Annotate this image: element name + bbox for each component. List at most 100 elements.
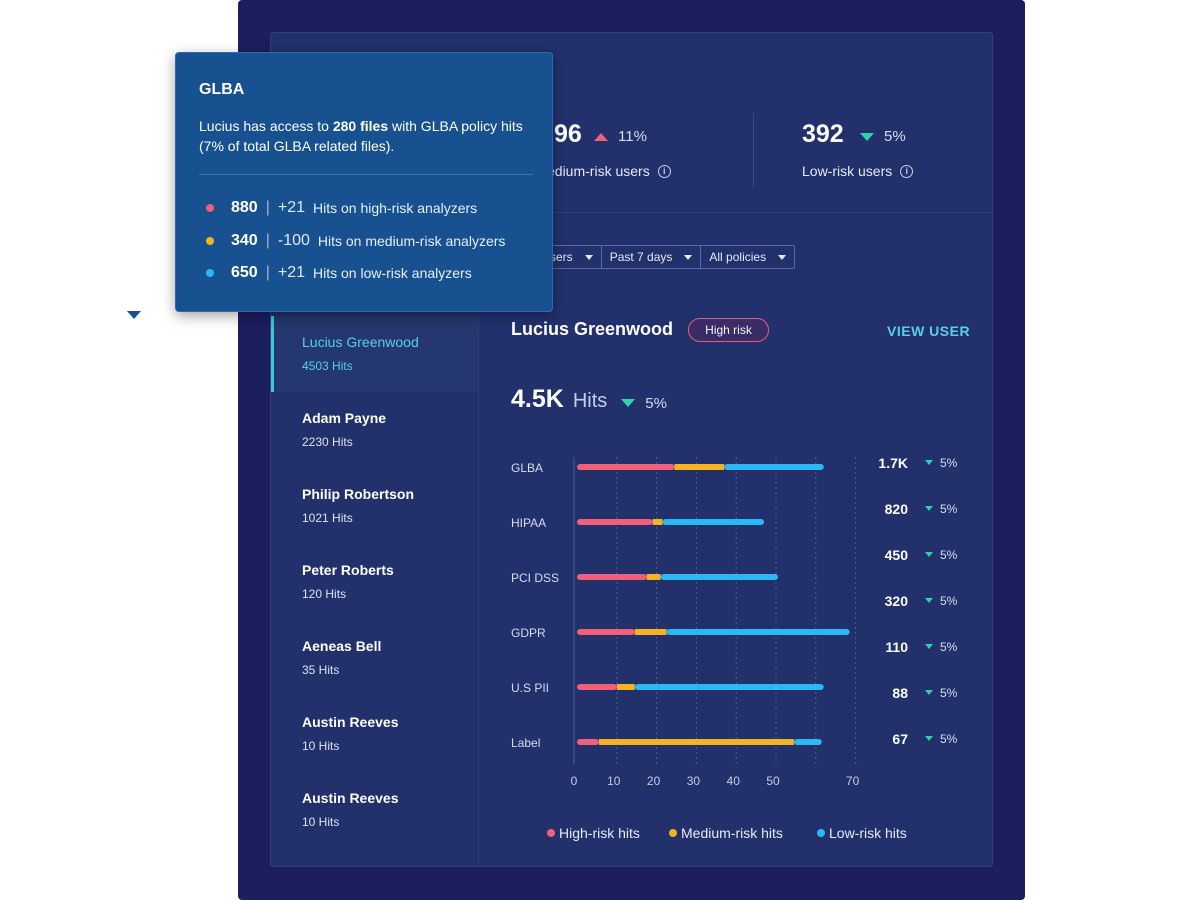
category-total: 67: [892, 731, 908, 747]
user-list: Lucius Greenwood 4503 Hits Adam Payne 22…: [271, 316, 479, 866]
risk-badge: High risk: [688, 318, 769, 342]
y-category-label: GLBA: [511, 461, 543, 475]
bar-segment: [674, 464, 725, 470]
bar-segment: [646, 574, 661, 580]
tooltip-pointer: [127, 311, 141, 319]
category-total: 1.7K: [878, 455, 908, 471]
tooltip-row-medium: 340 | -100 Hits on medium-risk analyzers: [206, 232, 505, 250]
x-tick-label: 10: [607, 774, 621, 788]
chevron-down-icon: [684, 254, 693, 260]
user-list-item[interactable]: Philip Robertson 1021 Hits: [302, 486, 414, 525]
category-change: 5%: [940, 456, 958, 470]
y-category-label: Label: [511, 736, 540, 750]
bar-segment: [577, 629, 635, 635]
tooltip-row-high: 880 | +21 Hits on high-risk analyzers: [206, 199, 477, 217]
bar-segment: [577, 574, 647, 580]
high-risk-dot-icon: [206, 204, 214, 212]
user-list-item[interactable]: Lucius Greenwood 4503 Hits: [271, 316, 478, 392]
medium-risk-count: 96: [554, 120, 582, 148]
y-category-label: U.S PII: [511, 681, 549, 695]
user-list-item[interactable]: Peter Roberts 120 Hits: [302, 562, 394, 601]
category-change: 5%: [940, 640, 958, 654]
x-tick-label: 50: [766, 774, 780, 788]
bar-segment: [666, 629, 850, 635]
bar-segment: [634, 629, 667, 635]
low-risk-dot-icon: [206, 269, 214, 277]
info-icon[interactable]: i: [657, 164, 671, 178]
trend-down-icon: [860, 132, 874, 141]
bar-segment: [616, 684, 635, 690]
tooltip-title: GLBA: [199, 81, 245, 98]
user-list-item[interactable]: Adam Payne 2230 Hits: [302, 410, 387, 449]
legend-dot-icon: [547, 829, 555, 837]
low-risk-label: Low-risk users i: [802, 163, 914, 179]
trend-down-icon: [925, 644, 933, 649]
total-hits-label: Hits: [572, 390, 608, 412]
x-tick-label: 40: [727, 774, 741, 788]
total-hits-change: 5%: [621, 395, 667, 412]
bar-segment: [662, 519, 765, 525]
total-hits-value: 4.5K: [511, 385, 564, 413]
user-list-item[interactable]: Austin Reeves 10 Hits: [302, 714, 399, 753]
category-change: 5%: [940, 502, 958, 516]
chevron-down-icon: [584, 254, 593, 260]
policy-filter[interactable]: All policies: [701, 246, 794, 268]
user-list-item[interactable]: Austin Reeves 10 Hits: [302, 790, 399, 829]
medium-risk-label: edium-risk users i: [547, 163, 671, 179]
view-user-link[interactable]: VIEW USER: [887, 323, 971, 339]
category-total: 450: [885, 547, 909, 563]
tooltip-row-low: 650 | +21 Hits on low-risk analyzers: [206, 264, 472, 282]
bar-segment: [577, 739, 599, 745]
category-change: 5%: [940, 594, 958, 608]
trend-down-icon: [925, 460, 933, 465]
bar-segment: [652, 519, 663, 525]
bar-segment: [577, 519, 653, 525]
bar-segment: [577, 464, 675, 470]
category-total: 820: [885, 501, 909, 517]
info-icon[interactable]: i: [900, 164, 914, 178]
legend-dot-icon: [817, 829, 825, 837]
legend-label: Low-risk hits: [829, 825, 907, 841]
policy-tooltip: GLBA Lucius has access to 280 files with…: [175, 52, 553, 312]
x-tick-label: 20: [647, 774, 661, 788]
trend-down-icon: [925, 598, 933, 603]
legend-dot-icon: [669, 829, 677, 837]
category-change: 5%: [940, 548, 958, 562]
bar-segment: [660, 574, 778, 580]
medium-risk-change: 11%: [594, 128, 647, 145]
period-filter[interactable]: Past 7 days: [602, 246, 702, 268]
y-category-label: GDPR: [511, 626, 546, 640]
selected-user-name: Lucius Greenwood: [511, 319, 674, 339]
policy-hits-chart: 0 10 20 30 40 50 70 GLBA HIPAA PCI DSS GDPR U.S PII…: [511, 455, 958, 841]
y-category-label: PCI DSS: [511, 571, 559, 585]
category-total: 88: [892, 685, 908, 701]
y-category-label: HIPAA: [511, 516, 546, 530]
trend-down-icon: [621, 399, 636, 407]
bar-segment: [634, 684, 824, 690]
bar-segment: [793, 739, 822, 745]
trend-down-icon: [925, 552, 933, 557]
bar-segment: [598, 739, 794, 745]
bar-segment: [724, 464, 824, 470]
tooltip-description: Lucius has access to 280 files with GLBA…: [199, 118, 523, 154]
category-change: 5%: [940, 686, 958, 700]
user-list-item[interactable]: Aeneas Bell 35 Hits: [302, 638, 382, 677]
category-change: 5%: [940, 732, 958, 746]
trend-down-icon: [925, 506, 933, 511]
risk-stats: 96 11% edium-risk users i 392 5% Low-ris…: [271, 33, 992, 213]
bar-segment: [577, 684, 617, 690]
category-total: 320: [885, 593, 909, 609]
total-hits: 4.5K Hits 5%: [511, 385, 667, 414]
legend-label: High-risk hits: [559, 825, 640, 841]
low-risk-change: 5%: [860, 128, 906, 145]
trend-up-icon: [594, 132, 608, 141]
tooltip-divider: [199, 174, 533, 175]
medium-risk-dot-icon: [206, 237, 214, 245]
category-total: 110: [885, 639, 908, 655]
low-risk-count: 392: [802, 120, 844, 148]
chevron-down-icon: [778, 254, 787, 260]
legend-label: Medium-risk hits: [681, 825, 783, 841]
x-tick-label: 70: [846, 774, 860, 788]
stat-divider: [753, 113, 754, 187]
trend-down-icon: [925, 690, 933, 695]
